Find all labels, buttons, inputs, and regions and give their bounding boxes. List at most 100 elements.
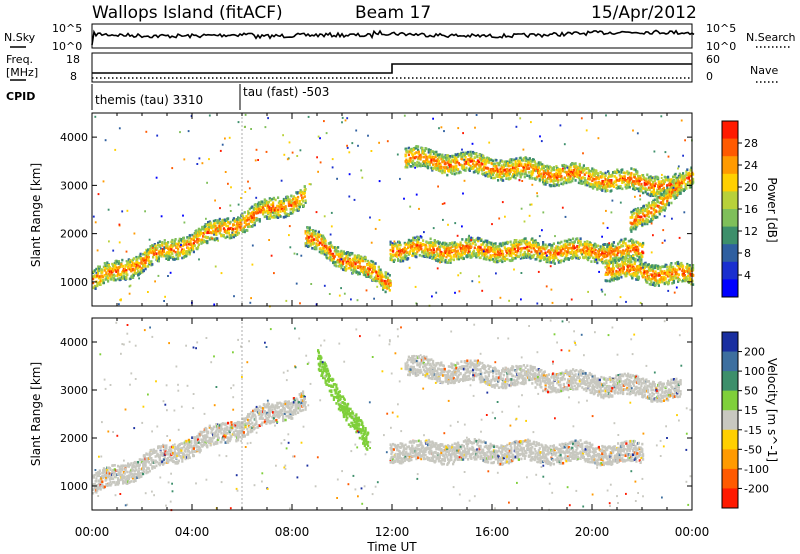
data-cell xyxy=(202,241,205,244)
data-cell xyxy=(510,248,513,252)
data-cell xyxy=(597,244,600,248)
data-cell xyxy=(428,247,431,250)
data-cell xyxy=(389,282,392,285)
data-cell xyxy=(492,249,495,253)
data-cell xyxy=(192,248,195,252)
data-cell xyxy=(110,271,113,275)
data-cell xyxy=(494,253,497,257)
data-cell xyxy=(256,209,259,213)
data-cell xyxy=(354,265,357,269)
data-cell xyxy=(383,279,386,283)
data-cell xyxy=(620,275,623,279)
data-cell xyxy=(432,256,435,259)
data-cell xyxy=(407,238,410,242)
data-cell xyxy=(435,150,438,154)
data-cell xyxy=(437,159,440,163)
data-cell xyxy=(272,203,275,207)
data-cell xyxy=(569,238,572,242)
data-cell xyxy=(305,244,308,248)
data-cell xyxy=(472,159,475,163)
data-cell xyxy=(448,251,451,255)
data-cell xyxy=(490,258,493,261)
data-cell xyxy=(112,277,115,280)
data-cell xyxy=(364,273,367,277)
data-cell xyxy=(590,253,593,257)
data-cell xyxy=(96,282,99,285)
data-cell xyxy=(627,183,630,187)
data-cell xyxy=(447,247,450,250)
data-cell xyxy=(496,167,499,171)
data-cell xyxy=(352,268,355,272)
data-cell xyxy=(169,256,172,260)
data-cell xyxy=(139,252,142,256)
data-cell xyxy=(319,247,322,250)
data-cell xyxy=(495,257,498,260)
data-cell xyxy=(464,156,467,159)
data-cell xyxy=(622,266,625,269)
data-cell xyxy=(382,275,385,279)
data-cell xyxy=(288,200,291,204)
data-cell xyxy=(412,243,415,246)
data-cell xyxy=(517,245,520,248)
data-cell xyxy=(409,159,412,162)
data-cell xyxy=(391,258,394,262)
data-cell xyxy=(95,267,98,271)
data-cell xyxy=(93,274,96,277)
data-cell xyxy=(192,247,195,250)
data-cell xyxy=(266,206,269,210)
data-cell xyxy=(297,207,300,211)
beam-title: Beam 17 xyxy=(355,3,431,23)
data-cell xyxy=(537,243,540,246)
data-cell xyxy=(290,194,293,198)
data-cell xyxy=(127,267,130,270)
data-cell xyxy=(270,203,273,206)
data-cell xyxy=(557,183,560,187)
data-cell xyxy=(527,164,530,167)
data-cell xyxy=(287,196,290,199)
data-cell xyxy=(322,247,325,251)
data-cell xyxy=(392,260,395,263)
data-cell xyxy=(379,275,382,278)
data-cell xyxy=(188,236,191,240)
data-cell xyxy=(365,268,368,272)
data-cell xyxy=(219,227,222,230)
data-cell xyxy=(385,271,388,275)
data-cell xyxy=(163,239,166,242)
data-cell xyxy=(497,252,500,255)
data-cell xyxy=(197,240,200,243)
data-cell xyxy=(205,228,208,231)
data-cell xyxy=(432,246,435,249)
data-cell xyxy=(417,237,420,241)
data-cell xyxy=(216,237,219,240)
data-cell xyxy=(509,240,512,244)
data-cell xyxy=(328,248,331,251)
data-cell xyxy=(672,281,675,284)
data-cell xyxy=(402,257,405,260)
data-cell xyxy=(413,252,416,255)
data-cell xyxy=(246,223,249,226)
data-cell xyxy=(502,252,505,256)
data-cell xyxy=(436,254,439,258)
data-cell xyxy=(195,236,198,239)
data-cell xyxy=(422,239,425,242)
data-cell xyxy=(362,257,365,260)
data-cell xyxy=(482,257,485,261)
data-cell xyxy=(449,261,452,264)
freq-tick-top: 18 xyxy=(66,53,80,66)
data-cell xyxy=(438,245,441,249)
data-cell xyxy=(135,271,138,275)
data-cell xyxy=(183,252,186,255)
data-cell xyxy=(415,239,418,242)
data-cell xyxy=(464,169,467,172)
data-cell xyxy=(469,242,472,245)
data-cell xyxy=(601,189,604,192)
data-cell xyxy=(389,283,392,287)
data-cell xyxy=(369,266,372,270)
cpid-label: CPID xyxy=(6,90,35,103)
data-cell xyxy=(251,205,254,209)
data-cell xyxy=(197,246,200,249)
data-cell xyxy=(371,264,374,267)
data-cell xyxy=(634,257,637,261)
data-cell xyxy=(232,218,235,222)
data-cell xyxy=(654,276,657,280)
